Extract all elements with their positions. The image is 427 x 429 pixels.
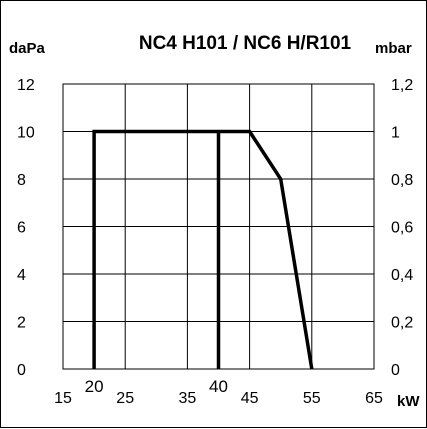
x-tick-label: 55 bbox=[303, 390, 321, 407]
y-tick-label-left: 6 bbox=[17, 220, 26, 237]
y-tick-label-right: 0,4 bbox=[391, 267, 413, 284]
x-tick-label: 45 bbox=[241, 390, 259, 407]
y-tick-label-right: 0,6 bbox=[391, 220, 413, 237]
y-tick-label-left: 4 bbox=[17, 267, 26, 284]
y-tick-label-right: 0,8 bbox=[391, 172, 413, 189]
y-axis-right-label: mbar bbox=[375, 40, 412, 57]
y-tick-label-right: 1,2 bbox=[391, 77, 413, 94]
y-tick-label-right: 0 bbox=[391, 362, 400, 379]
series-group bbox=[92, 129, 314, 370]
x-tick-label: 20 bbox=[85, 377, 104, 396]
y-tick-label-right: 1 bbox=[391, 125, 400, 142]
chart-title: NC4 H101 / NC6 H/R101 bbox=[139, 33, 352, 54]
x-tick-label: 65 bbox=[365, 390, 383, 407]
x-axis-label: kW bbox=[397, 393, 420, 410]
y-tick-label-left: 0 bbox=[17, 362, 26, 379]
y-tick-label-left: 10 bbox=[17, 125, 35, 142]
x-tick-label: 15 bbox=[54, 390, 72, 407]
x-tick-label: 35 bbox=[179, 390, 197, 407]
x-tick-label: 40 bbox=[209, 377, 228, 396]
y-tick-label-left: 2 bbox=[17, 315, 26, 332]
y-tick-label-left: 12 bbox=[17, 77, 35, 94]
y-axis-left-label: daPa bbox=[9, 40, 46, 57]
y-tick-label-right: 0,2 bbox=[391, 315, 413, 332]
y-tick-label-left: 8 bbox=[17, 172, 26, 189]
x-tick-label: 25 bbox=[116, 390, 134, 407]
tick-labels: 15 20 25 35 40 45 55 65 0 2 4 6 8 10 12 0 0,2 0,4 0,6 0,8 1 1… bbox=[17, 77, 413, 407]
series-line-1 bbox=[92, 129, 314, 370]
